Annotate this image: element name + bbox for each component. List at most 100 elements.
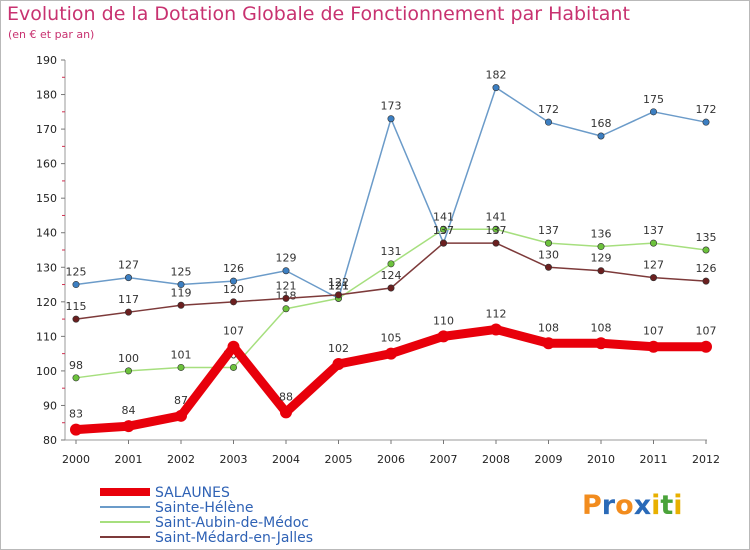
data-label: 107 bbox=[696, 325, 717, 338]
data-label: 126 bbox=[223, 262, 244, 275]
data-label: 172 bbox=[696, 103, 717, 116]
legend-item: Saint-Médard-en-Jalles bbox=[100, 530, 313, 546]
data-point bbox=[702, 277, 710, 285]
data-point bbox=[282, 294, 290, 302]
data-point bbox=[122, 420, 135, 433]
data-label: 125 bbox=[171, 266, 192, 279]
data-point bbox=[597, 243, 605, 251]
data-point bbox=[437, 330, 450, 343]
data-label: 121 bbox=[328, 279, 349, 292]
legend-label: SALAUNES bbox=[155, 485, 230, 501]
x-tick-label: 2001 bbox=[115, 453, 143, 466]
x-tick-label: 2004 bbox=[272, 453, 300, 466]
y-tick-label: 160 bbox=[36, 158, 57, 171]
chart-title: Evolution de la Dotation Globale de Fonc… bbox=[7, 3, 630, 25]
data-point bbox=[230, 363, 238, 371]
data-point bbox=[649, 274, 657, 282]
data-label: 135 bbox=[696, 231, 717, 244]
data-label: 83 bbox=[69, 408, 83, 421]
data-label: 141 bbox=[486, 210, 507, 223]
x-tick-label: 2007 bbox=[430, 453, 458, 466]
data-label: 119 bbox=[171, 286, 192, 299]
y-tick-label: 120 bbox=[36, 296, 57, 309]
logo-letter: P bbox=[582, 490, 602, 521]
data-label: 98 bbox=[69, 359, 83, 372]
x-tick-label: 2000 bbox=[62, 453, 90, 466]
data-point bbox=[70, 423, 82, 436]
data-point bbox=[542, 337, 555, 350]
data-label: 88 bbox=[279, 390, 293, 403]
data-point bbox=[177, 301, 185, 309]
legend-label: Saint-Médard-en-Jalles bbox=[155, 530, 313, 546]
y-tick-label: 80 bbox=[43, 434, 57, 447]
data-point bbox=[595, 337, 607, 350]
logo-letter: x bbox=[633, 490, 652, 521]
data-point bbox=[385, 347, 397, 360]
series-1: 125 127 125 126 129 121 173 137 182 172 168 175 172 bbox=[66, 69, 717, 302]
data-label: 136 bbox=[591, 228, 612, 241]
data-label: 182 bbox=[486, 69, 507, 82]
data-label: 120 bbox=[223, 283, 244, 296]
data-point bbox=[649, 108, 657, 116]
data-point bbox=[647, 340, 660, 353]
y-tick-label: 110 bbox=[36, 330, 57, 343]
data-point bbox=[544, 239, 552, 247]
data-point bbox=[597, 267, 605, 275]
data-point bbox=[227, 340, 240, 353]
series-layer: 125 127 125 126 129 121 173 137 182 172 168 175 172 9… bbox=[66, 69, 717, 436]
data-point bbox=[334, 291, 342, 299]
data-label: 125 bbox=[66, 266, 87, 279]
data-label: 124 bbox=[381, 269, 402, 282]
legend-item: Sainte-Hélène bbox=[100, 500, 254, 516]
data-label: 107 bbox=[223, 325, 244, 338]
data-point bbox=[492, 84, 500, 92]
data-point bbox=[175, 409, 187, 422]
data-label: 141 bbox=[433, 210, 454, 223]
data-label: 84 bbox=[122, 404, 136, 417]
x-tick-label: 2002 bbox=[167, 453, 195, 466]
data-label: 108 bbox=[538, 321, 559, 334]
data-label: 137 bbox=[643, 224, 664, 237]
data-label: 110 bbox=[433, 314, 454, 327]
x-tick-label: 2011 bbox=[640, 453, 668, 466]
data-point bbox=[439, 225, 447, 233]
y-tick-label: 170 bbox=[36, 123, 57, 136]
data-point bbox=[387, 284, 395, 292]
data-label: 108 bbox=[591, 321, 612, 334]
data-point bbox=[544, 118, 552, 126]
data-point bbox=[72, 374, 80, 382]
data-label: 107 bbox=[643, 325, 664, 338]
data-label: 175 bbox=[643, 93, 664, 106]
data-label: 137 bbox=[538, 224, 559, 237]
data-label: 121 bbox=[276, 279, 297, 292]
data-label: 87 bbox=[174, 394, 188, 407]
data-point bbox=[230, 277, 238, 285]
data-point bbox=[387, 115, 395, 123]
data-label: 126 bbox=[696, 262, 717, 275]
legend-label: Saint-Aubin-de-Médoc bbox=[155, 515, 309, 531]
x-tick-label: 2009 bbox=[535, 453, 563, 466]
data-label: 121 bbox=[328, 279, 349, 292]
data-label: 129 bbox=[591, 252, 612, 265]
data-point bbox=[332, 358, 345, 370]
data-point bbox=[72, 281, 80, 289]
y-tick-label: 150 bbox=[36, 192, 57, 205]
axes: 80 90 100 110 120 130 140 150 160 170 180 190 2000 20… bbox=[36, 54, 720, 466]
data-point bbox=[125, 274, 133, 282]
data-label: 101 bbox=[171, 348, 192, 361]
x-tick-label: 2005 bbox=[325, 453, 353, 466]
data-label: 102 bbox=[328, 342, 349, 355]
y-tick-label: 190 bbox=[36, 54, 57, 67]
logo-letter: o bbox=[615, 490, 634, 521]
data-point bbox=[649, 239, 657, 247]
legend-label: Sainte-Hélène bbox=[155, 500, 254, 516]
data-label: 127 bbox=[118, 259, 139, 272]
data-point bbox=[230, 298, 238, 306]
data-point bbox=[177, 281, 185, 289]
data-label: 100 bbox=[118, 352, 139, 365]
data-point bbox=[72, 315, 80, 323]
data-point bbox=[125, 367, 133, 375]
x-tick-label: 2010 bbox=[587, 453, 615, 466]
data-label: 129 bbox=[276, 252, 297, 265]
